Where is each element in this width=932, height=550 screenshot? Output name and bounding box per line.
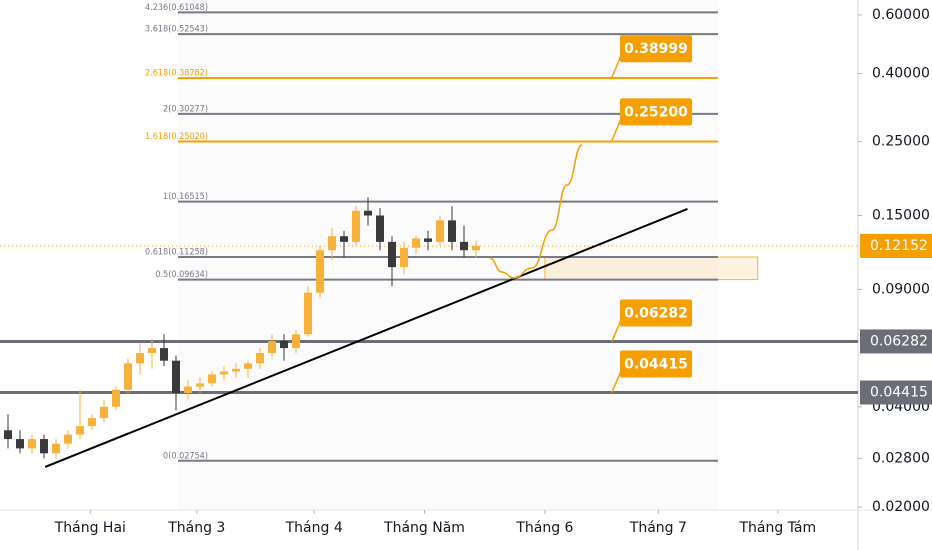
callout-label: 0.06282 xyxy=(624,305,688,321)
price-tag xyxy=(860,380,932,405)
candle-body xyxy=(400,247,408,268)
fib-label: 1(0.16515) xyxy=(163,192,208,202)
target-zone xyxy=(544,256,759,281)
y-tick-label: 0.15000 xyxy=(872,207,930,223)
candle-body xyxy=(148,348,156,354)
y-tick-label: 0.02000 xyxy=(872,499,930,515)
candle-body xyxy=(388,241,396,268)
x-tick-label: Tháng Tám xyxy=(738,520,816,536)
candle-body xyxy=(160,348,168,361)
trendline xyxy=(44,208,688,468)
fib-label: 2(0.30277) xyxy=(163,104,208,114)
y-tick-label: 0.40000 xyxy=(872,66,930,82)
x-tick-label: Tháng 4 xyxy=(285,520,343,536)
candle-body xyxy=(4,430,12,440)
y-tick-label: 0.02800 xyxy=(872,450,930,466)
x-tick-label: Tháng 7 xyxy=(629,520,687,536)
candle-body xyxy=(136,353,144,364)
candle-body xyxy=(220,371,228,375)
candle-body xyxy=(172,360,180,393)
y-tick-label: 0.25000 xyxy=(872,134,930,150)
x-tick-label: Tháng 6 xyxy=(515,520,573,536)
x-tick-label: Tháng Hai xyxy=(54,520,126,536)
y-tick-label: 0.60000 xyxy=(872,7,930,23)
candle-body xyxy=(16,439,24,449)
candle-body xyxy=(280,341,288,349)
candle-body xyxy=(304,292,312,335)
candle-body xyxy=(112,389,120,407)
price-tag-label: 0.04415 xyxy=(870,384,928,400)
price-tag-label: 0.12152 xyxy=(870,238,928,254)
candle-body xyxy=(460,241,468,251)
fib-label: 3.618(0.52543) xyxy=(145,25,208,35)
candle-body xyxy=(232,368,240,372)
callout-label: 0.04415 xyxy=(624,356,688,372)
candle-body xyxy=(28,439,36,449)
x-tick-label: Tháng 3 xyxy=(167,520,225,536)
candle-body xyxy=(244,363,252,369)
candle-body xyxy=(268,341,276,354)
fib-label: 0.618(0.11258) xyxy=(145,248,208,258)
candle-body xyxy=(124,363,132,390)
candle-body xyxy=(100,406,108,419)
candle-body xyxy=(340,236,348,242)
x-tick-label: Tháng Năm xyxy=(383,520,465,536)
candle-body xyxy=(424,238,432,242)
fib-label: 1.618(0.25020) xyxy=(145,132,208,142)
candle-body xyxy=(472,245,480,251)
y-tick-label: 0.09000 xyxy=(872,281,930,297)
price-tag xyxy=(860,233,932,258)
candle-body xyxy=(448,220,456,242)
fib-label: 0(0.02754) xyxy=(163,451,208,461)
candle-body xyxy=(364,210,372,216)
callout-box xyxy=(620,35,692,63)
callout-label: 0.25200 xyxy=(624,104,688,120)
candle-body xyxy=(40,439,48,454)
fib-label: 0.5(0.09634) xyxy=(155,270,208,280)
callout-box xyxy=(620,299,692,327)
price-tag-label: 0.06282 xyxy=(870,333,928,349)
fib-label: 4.236(0.61048) xyxy=(145,3,208,13)
candle-body xyxy=(328,236,336,251)
candle-body xyxy=(412,238,420,248)
fib-label: 2.618(0.38782) xyxy=(145,69,208,79)
candle-body xyxy=(316,250,324,293)
candle-body xyxy=(88,418,96,427)
candle-body xyxy=(76,426,84,435)
callout-box xyxy=(620,98,692,126)
candle-body xyxy=(208,374,216,384)
candle-body xyxy=(352,210,360,242)
candle-body xyxy=(196,383,204,387)
candle-body xyxy=(436,220,444,242)
fib-background xyxy=(178,0,718,510)
candle-body xyxy=(256,353,264,364)
callout-label: 0.38999 xyxy=(624,41,688,57)
projection-curve xyxy=(489,144,583,279)
candle-body xyxy=(64,434,72,444)
candle-body xyxy=(376,215,384,242)
candle-body xyxy=(184,386,192,393)
price-tag xyxy=(860,329,932,354)
candle-body xyxy=(292,334,300,349)
callout-box xyxy=(620,350,692,378)
candle-body xyxy=(52,443,60,454)
